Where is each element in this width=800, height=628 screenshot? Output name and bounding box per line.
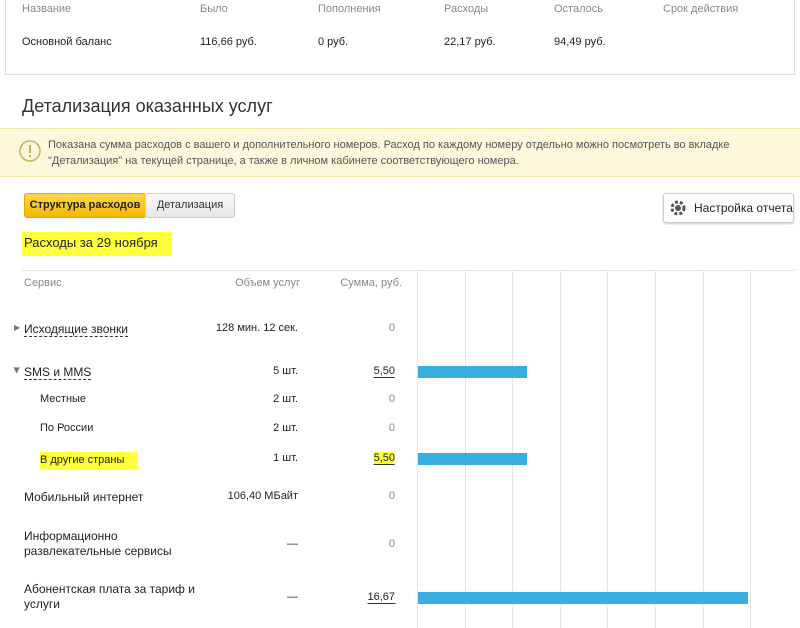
- service-name: Информационно развлекательные сервисы: [24, 529, 172, 558]
- service-volume: 2 шт.: [273, 393, 298, 405]
- balance-header: Осталось: [554, 3, 603, 15]
- service-name: По России: [40, 422, 94, 434]
- service-amount: 5,50: [373, 365, 395, 378]
- expense-bar: [418, 366, 527, 378]
- expand-arrow: ▶: [14, 323, 21, 332]
- balance-cell: Основной баланс: [22, 36, 112, 48]
- service-volume: 106,40 МБайт: [227, 490, 298, 502]
- service-volume: 5 шт.: [273, 365, 298, 377]
- service-name: Местные: [40, 393, 87, 405]
- settings-button[interactable]: Настройка отчета: [663, 193, 794, 223]
- service-name: Мобильный интернет: [24, 490, 144, 504]
- chart-grid-line: [750, 270, 752, 628]
- service-amount: 0: [388, 538, 395, 550]
- service-amount: 0: [388, 393, 395, 405]
- expense-bar: [418, 453, 527, 465]
- gear-icon: [670, 200, 686, 216]
- section-title: Детализация оказанных услуг: [22, 96, 273, 116]
- service-volume: —: [287, 538, 298, 550]
- expand-arrow: ▶: [12, 367, 22, 374]
- warning-icon: [19, 140, 41, 162]
- table-header: Объем услуг: [235, 277, 300, 289]
- balance-cell: 22,17 руб.: [444, 36, 496, 48]
- tab-details[interactable]: Детализация: [145, 193, 235, 218]
- balance-box: [5, 0, 795, 75]
- service-amount: 5,50: [373, 452, 395, 465]
- service-volume: 1 шт.: [273, 452, 298, 464]
- balance-cell: 116,66 руб.: [200, 36, 257, 48]
- balance-header: Расходы: [444, 3, 489, 15]
- balance-header: Пополнения: [318, 3, 381, 15]
- chart-grid-line: [702, 270, 704, 628]
- notice: Показана сумма расходов с вашего и допол…: [0, 128, 800, 177]
- table-header: Сумма, руб.: [340, 277, 402, 289]
- balance-header: Срок действия: [663, 3, 739, 15]
- service-name: SMS и MMS: [24, 365, 92, 380]
- expense-bar: [418, 592, 748, 604]
- service-volume: 128 мин. 12 сек.: [215, 322, 298, 334]
- balance-header: Название: [22, 3, 72, 15]
- chart-grid-line: [655, 270, 656, 628]
- service-name: Исходящие звонки: [24, 322, 128, 337]
- service-volume: 2 шт.: [273, 422, 298, 434]
- service-amount: 16,67: [367, 591, 395, 604]
- chart-grid-line: [417, 270, 418, 628]
- period: Расходы за 29 ноября: [22, 232, 172, 256]
- chart-grid-line: [607, 270, 609, 628]
- settings-label: Настройка отчета: [694, 201, 793, 215]
- tab-structure[interactable]: Структура расходов: [24, 193, 146, 218]
- chart-grid-line: [512, 270, 514, 628]
- service-name: Абонентская плата за тариф и услуги: [24, 582, 195, 611]
- chart-grid-line: [464, 270, 466, 628]
- chart-divider: [22, 270, 797, 271]
- service-amount: 0: [388, 422, 395, 434]
- notice-text: Показана сумма расходов с вашего и допол…: [48, 139, 730, 167]
- service-volume: —: [287, 591, 298, 603]
- service-amount: 0: [388, 490, 395, 502]
- chart-grid-line: [559, 270, 561, 628]
- balance-cell: 94,49 руб.: [554, 36, 606, 48]
- table-header: Сервис: [24, 277, 62, 289]
- balance-header: Было: [200, 3, 228, 15]
- balance-cell: 0 руб.: [318, 36, 349, 48]
- service-name: В другие страны: [40, 452, 139, 470]
- service-amount: 0: [388, 322, 395, 334]
